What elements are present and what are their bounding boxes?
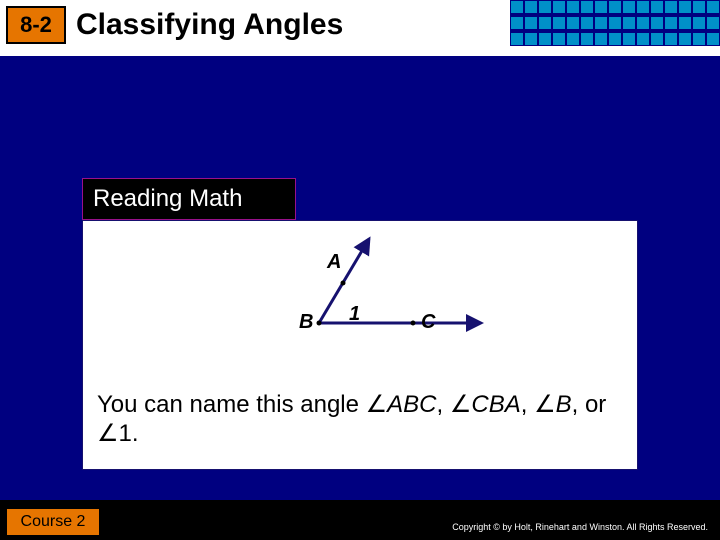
angle-name-4: 1 (119, 420, 132, 447)
slide: // will be replaced by static below 8-2 … (0, 0, 720, 540)
reading-math-title: Reading Math (82, 178, 296, 220)
sep1: , (437, 391, 450, 418)
angle-diagram: A B 1 C (283, 231, 503, 351)
angle-symbol: ∠ (366, 392, 388, 418)
point-label-c: C (421, 311, 435, 334)
angle-name-2: CBA (471, 391, 520, 418)
angle-symbol: ∠ (534, 392, 556, 418)
sep3: , or (572, 391, 607, 418)
lesson-number-badge: 8-2 (6, 6, 66, 44)
footer-bar: Course 2 Copyright © by Holt, Rinehart a… (0, 500, 720, 540)
grid-decoration: // will be replaced by static below (510, 0, 720, 46)
copyright-text: Copyright © by Holt, Rinehart and Winsto… (452, 522, 708, 532)
explanation-text: You can name this angle ∠ABC, ∠CBA, ∠B, … (97, 391, 625, 449)
content-box: A B 1 C You can name this angle ∠ABC, ∠C… (82, 220, 638, 470)
explain-suffix: . (132, 420, 139, 447)
point-label-b: B (299, 311, 313, 334)
point-label-a: A (327, 251, 341, 274)
sep2: , (521, 391, 534, 418)
explain-prefix: You can name this angle (97, 391, 366, 418)
course-badge: Course 2 (6, 508, 100, 536)
angle-name-1: ABC (387, 391, 436, 418)
lesson-title: Classifying Angles (76, 8, 343, 42)
angle-symbol: ∠ (450, 392, 472, 418)
main-area: Reading Math (0, 56, 720, 500)
angle-symbol: ∠ (97, 421, 119, 447)
header-bar: // will be replaced by static below 8-2 … (0, 0, 720, 56)
angle-name-3: B (556, 391, 572, 418)
angle-number-label: 1 (349, 303, 360, 326)
